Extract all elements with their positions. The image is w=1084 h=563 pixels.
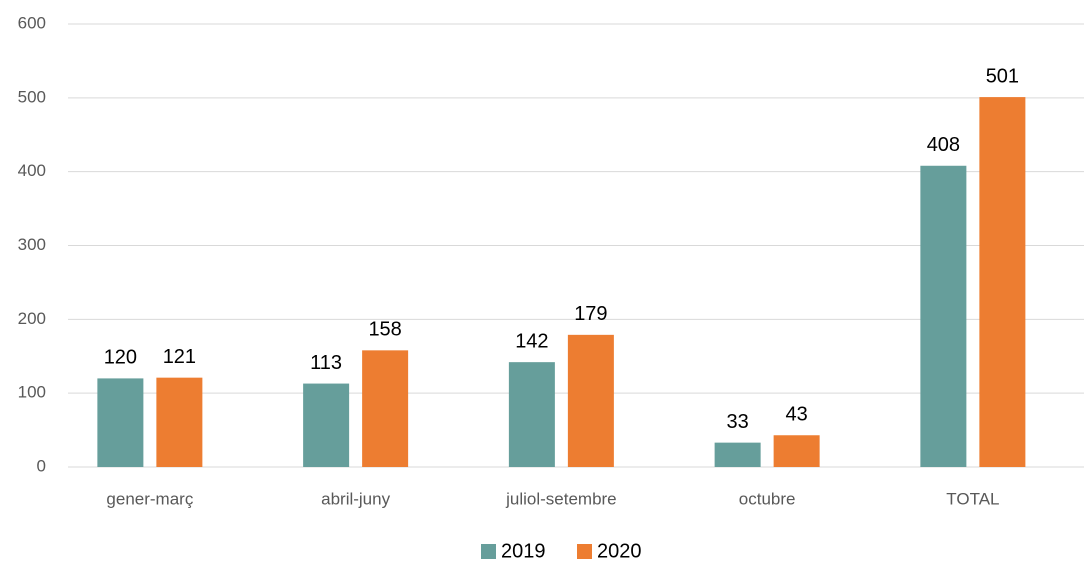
y-tick-label: 0 (37, 456, 46, 475)
legend-label: 2019 (501, 540, 546, 562)
y-tick-label: 400 (18, 161, 46, 180)
value-label: 120 (104, 347, 137, 369)
bar (773, 435, 820, 467)
value-label: 408 (927, 134, 960, 156)
x-tick-label: gener-març (106, 489, 193, 508)
y-tick-label: 100 (18, 383, 46, 402)
x-tick-label: juliol-setembre (505, 489, 617, 508)
y-tick-label: 600 (18, 13, 46, 32)
value-label: 179 (574, 303, 607, 325)
bar (303, 383, 350, 467)
value-label: 142 (515, 330, 548, 352)
bar (97, 378, 144, 467)
bar (979, 97, 1026, 467)
bar (714, 442, 761, 467)
x-tick-label: TOTAL (946, 489, 999, 508)
y-tick-label: 200 (18, 309, 46, 328)
x-tick-label: octubre (739, 489, 796, 508)
legend-swatch (481, 544, 496, 559)
bar (508, 362, 555, 467)
value-label: 501 (986, 65, 1019, 87)
legend-label: 2020 (597, 540, 642, 562)
legend-swatch (577, 544, 592, 559)
value-label: 113 (310, 352, 342, 374)
value-label: 121 (163, 346, 196, 368)
value-label: 158 (368, 319, 401, 341)
bar (567, 334, 614, 467)
value-label: 33 (727, 411, 749, 433)
x-tick-label: abril-juny (321, 489, 390, 508)
bar (920, 165, 967, 467)
bar (362, 350, 409, 467)
bar (156, 377, 203, 467)
value-label: 43 (786, 404, 808, 426)
y-tick-label: 300 (18, 235, 46, 254)
y-tick-label: 500 (18, 87, 46, 106)
